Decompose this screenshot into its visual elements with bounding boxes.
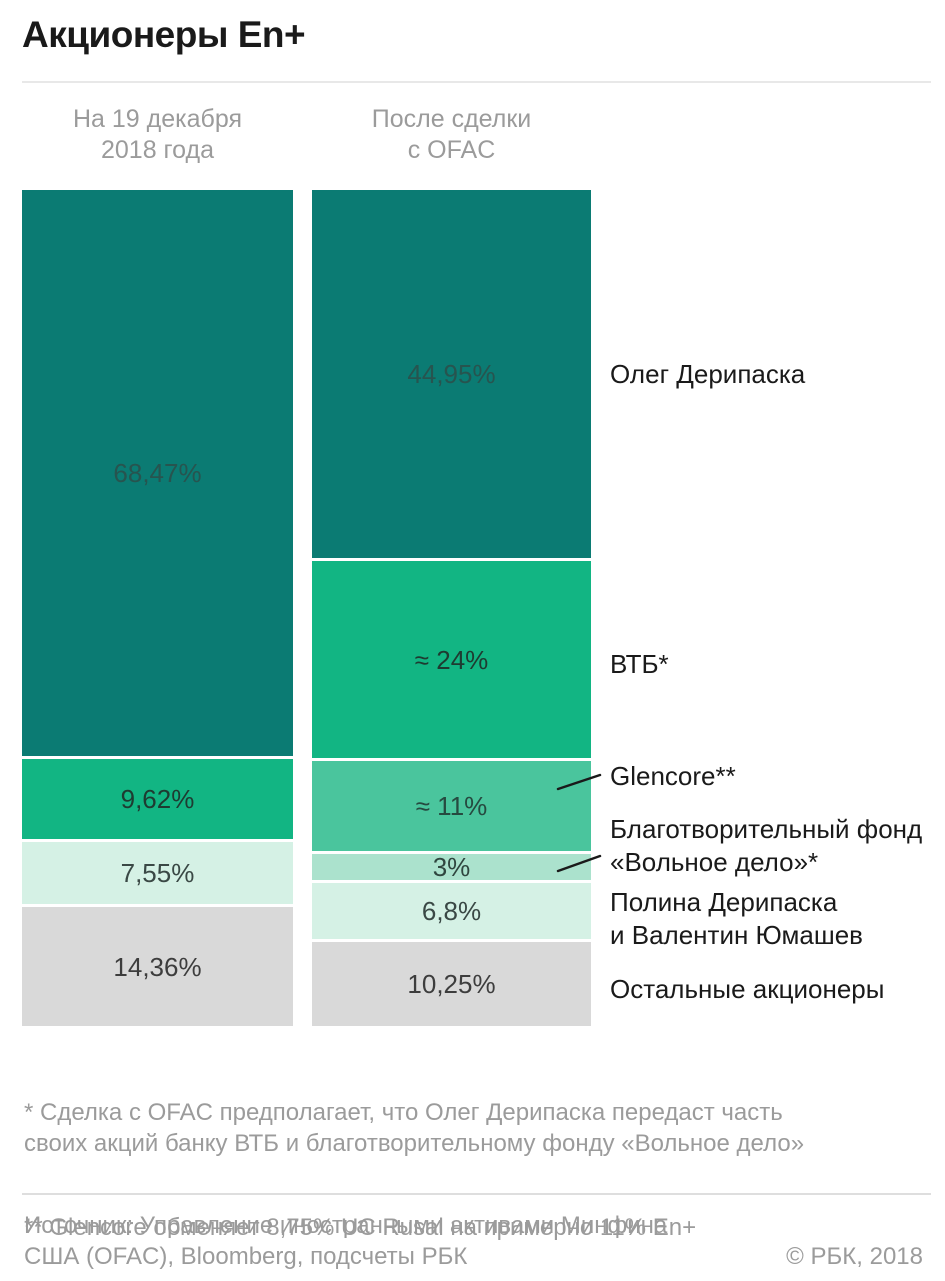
bar-segment: ≈ 11%: [312, 761, 591, 852]
bar-segment: 14,36%: [22, 907, 293, 1026]
shareholder-label-oleg-deripaska: Олег Дерипаска: [610, 359, 806, 389]
bar-segment: 7,55%: [22, 841, 293, 905]
copyright-text: © РБК, 2018: [786, 1243, 923, 1270]
bar-segment-value: 44,95%: [407, 359, 496, 390]
footnote-glencore-swap: ** Glencore обменяет 8,75% UC Rusal на п…: [24, 1214, 697, 1241]
bar-segment-value: 7,55%: [120, 858, 195, 889]
column-header-after-deal: После сделки с OFAC: [371, 105, 532, 164]
bar-segment-value: ≈ 11%: [415, 791, 488, 822]
bottom-divider: [22, 1193, 931, 1195]
shareholder-label-polina-deripaska-yumashev: Полина Дерипаска и Валентин Юмашев: [610, 887, 863, 950]
bar-segment-value: 10,25%: [407, 969, 496, 999]
shareholder-label-vtb: ВТБ*: [610, 649, 669, 679]
bar-segment: 44,95%: [312, 190, 591, 559]
bar-segment-value: 9,62%: [120, 784, 195, 815]
bar-segment: ≈ 24%: [312, 561, 591, 759]
top-divider: [22, 81, 931, 83]
bar-segment-value: 14,36%: [113, 951, 202, 982]
bar-segment: 10,25%: [312, 942, 591, 1026]
bar-segment: 6,8%: [312, 883, 591, 939]
stacked-bar-before-deal: 68,47% 9,62% 7,55% 14,36%: [22, 190, 293, 1026]
column-header-before-deal: На 19 декабря 2018 года: [72, 105, 243, 164]
bar-segment-value: 3%: [432, 852, 471, 883]
bar-segment: 9,62%: [22, 759, 293, 839]
shareholder-label-glencore: Glencore**: [610, 761, 736, 791]
bar-segment: 3%: [312, 852, 591, 883]
shareholder-label-other-shareholders: Остальные акционеры: [610, 974, 885, 1004]
footnote-ofac-deal: * Сделка с OFAC предполагает, что Олег Д…: [24, 1099, 805, 1157]
bar-segment-value: 68,47%: [113, 458, 202, 489]
stacked-bar-after-deal: 44,95% ≈ 24% ≈ 11% 3% 6,8% 10,25%: [312, 190, 591, 1026]
bar-segment-value: 6,8%: [421, 896, 482, 927]
bar-segment: 68,47%: [22, 190, 293, 757]
page-title: Акционеры En+: [22, 14, 306, 55]
shareholder-label-volnoe-delo-fund: Благотворительный фонд «Вольное дело»*: [610, 814, 923, 877]
footnotes: * Сделка с OFAC предполагает, что Олег Д…: [24, 1066, 924, 1274]
bar-segment-value: ≈ 24%: [414, 644, 489, 675]
source-text: Источник: Управление иностранными актива…: [24, 1212, 668, 1270]
